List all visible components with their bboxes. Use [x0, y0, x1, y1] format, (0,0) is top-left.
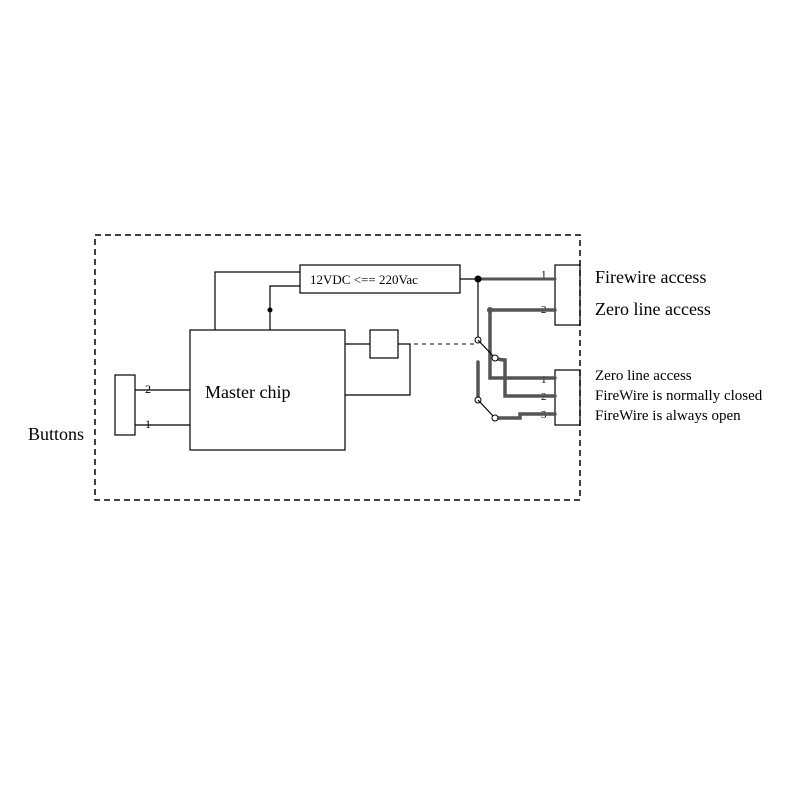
btn-pin-2: 2 — [145, 382, 151, 396]
button-connector — [115, 375, 135, 435]
zero-line-access-2-label: Zero line access — [595, 368, 692, 384]
firewire-no-label: FireWire is always open — [595, 408, 741, 424]
circuit-diagram: Master chip 12VDC <== 220Vac 2 1 1 2 1 2… — [0, 0, 800, 800]
firewire-nc-label: FireWire is normally closed — [595, 388, 763, 404]
psu-label: 12VDC <== 220Vac — [310, 272, 418, 287]
firewire-access-label: Firewire access — [595, 267, 706, 287]
master-chip-label: Master chip — [205, 382, 290, 402]
node-3 — [487, 307, 493, 313]
zero-line-access-label: Zero line access — [595, 299, 711, 319]
thick-wires — [478, 279, 555, 418]
btn-pin-1: 1 — [145, 417, 151, 431]
node-2 — [268, 308, 273, 313]
node-1 — [475, 276, 482, 283]
relay-coil-block — [370, 330, 398, 358]
bot-pin-1: 1 — [541, 374, 547, 386]
bottom-connector — [555, 370, 580, 425]
buttons-label: Buttons — [28, 424, 84, 444]
top-connector — [555, 265, 580, 325]
